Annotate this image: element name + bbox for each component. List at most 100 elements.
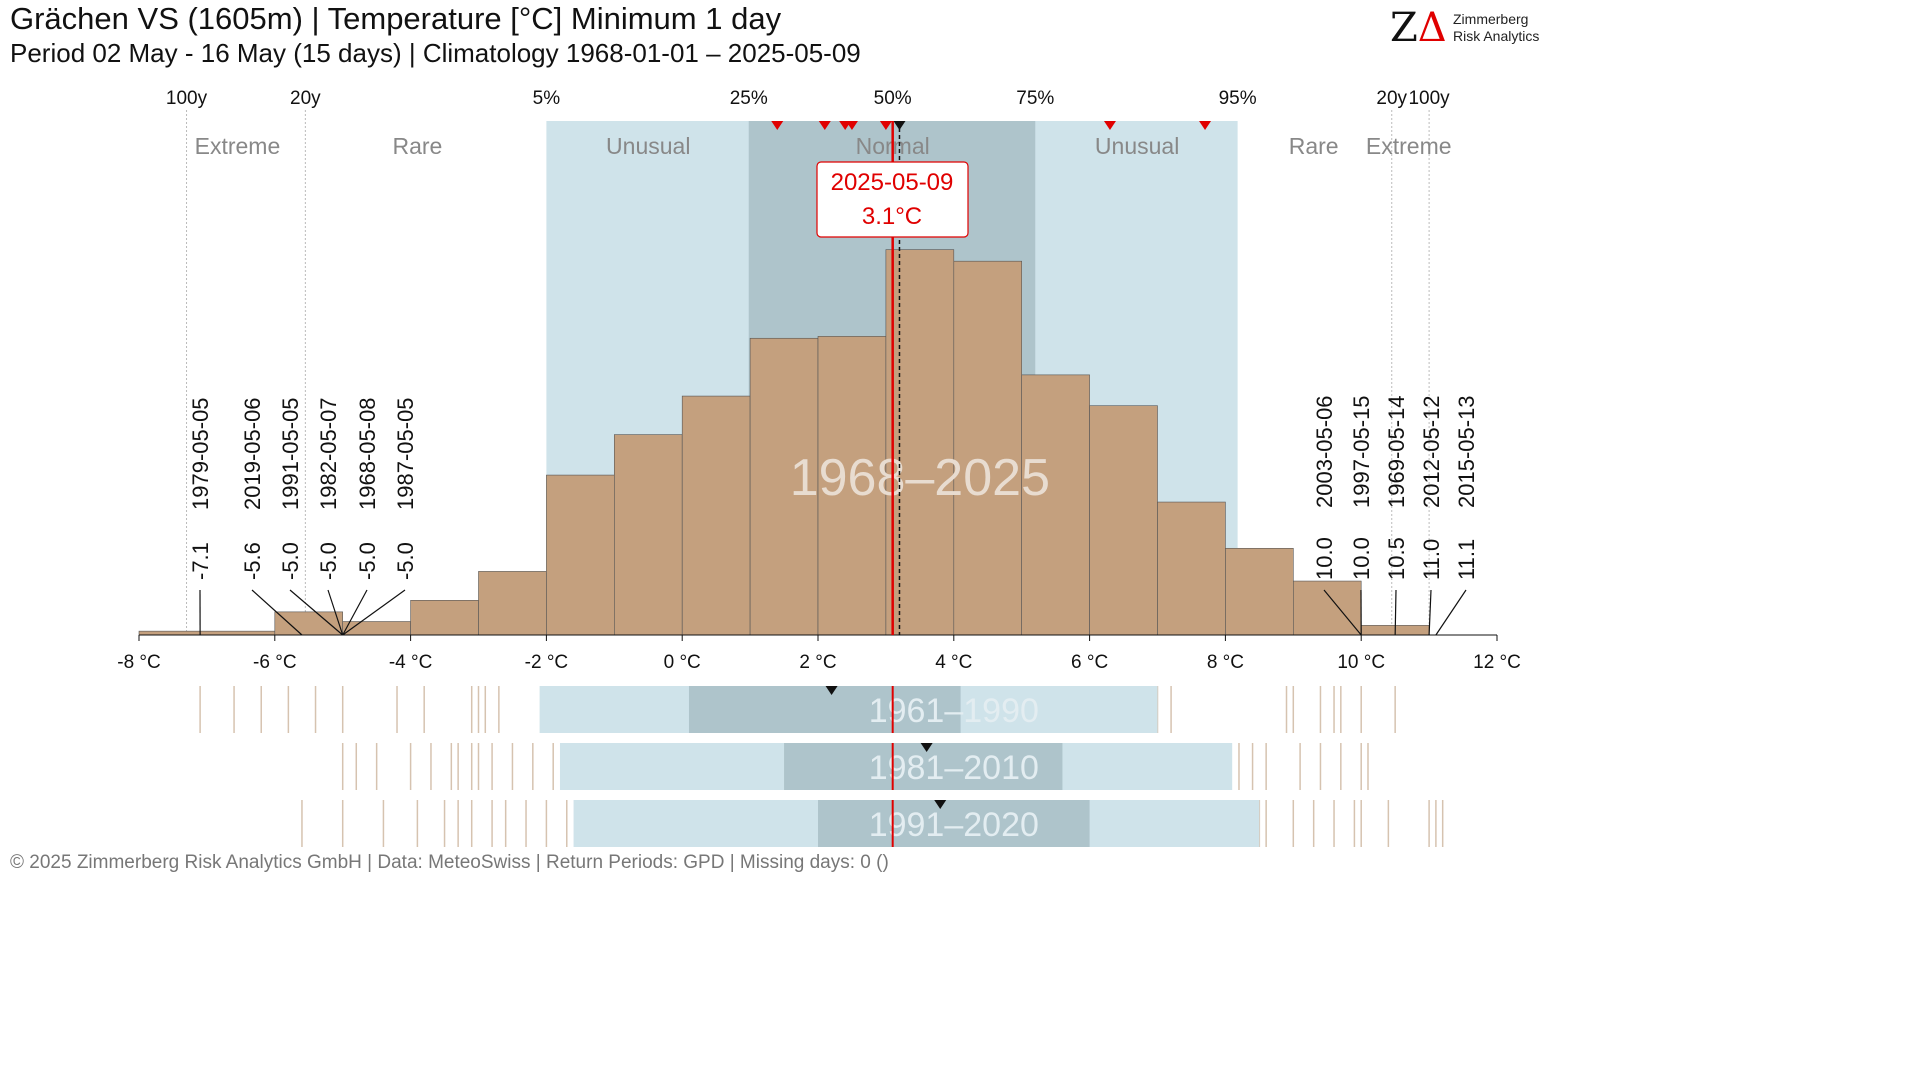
extreme-high-value: 10.5 [1384, 537, 1409, 580]
extreme-low-date: 1982-05-07 [316, 397, 341, 510]
recent-marker [845, 121, 858, 130]
zone-label: Extreme [195, 133, 281, 159]
extreme-high-value: 11.1 [1454, 539, 1479, 580]
percentile-tick-label: 20y [1376, 88, 1407, 109]
zone-label: Extreme [1366, 133, 1452, 159]
x-axis-tick-label: -6 °C [253, 652, 297, 673]
logo-text: Zimmerberg Risk Analytics [1453, 11, 1539, 45]
logo-delta: Δ [1417, 5, 1447, 51]
histogram-bar [749, 337, 819, 636]
footer-credits: © 2025 Zimmerberg Risk Analytics GmbH | … [10, 852, 889, 873]
extreme-low-date: 1991-05-05 [278, 397, 303, 510]
x-axis-tick-label: -2 °C [525, 652, 569, 673]
current-value-label: 3.1°C [862, 203, 922, 230]
recent-marker [1103, 121, 1116, 130]
x-axis-tick-label: 12 °C [1473, 652, 1521, 673]
zone-label: Unusual [606, 133, 690, 159]
extreme-high-value: 10.0 [1312, 537, 1337, 580]
histogram-bar [1225, 547, 1294, 636]
extreme-low-value: -5.0 [355, 542, 380, 580]
histogram-bar [478, 571, 547, 636]
percentile-tick-label: 100y [166, 88, 208, 109]
normal-band-25-75 [784, 743, 1063, 790]
logo-line-2: Risk Analytics [1453, 28, 1540, 44]
normal-band-25-75 [688, 686, 961, 733]
extreme-low-leader [342, 589, 406, 636]
extreme-low-leader [342, 589, 368, 636]
median-marker [893, 121, 906, 130]
logo-line-1: Zimmerberg [1453, 11, 1529, 27]
normal-median-marker [934, 800, 947, 809]
extreme-low-leader [289, 589, 344, 636]
x-axis-tick-label: 4 °C [935, 652, 972, 673]
normal-median-marker [825, 686, 838, 695]
period-watermark: 1968–2025 [790, 449, 1050, 507]
extreme-low-date: 2019-05-06 [240, 397, 265, 510]
histogram-bar [1089, 405, 1158, 636]
extreme-low-leader [251, 589, 303, 636]
recent-marker [1199, 121, 1212, 130]
percentile-tick-label: 20y [290, 88, 321, 109]
extreme-low-leader [327, 589, 344, 636]
x-axis-tick-label: -8 °C [117, 652, 161, 673]
percentile-tick-label: 25% [730, 88, 768, 109]
recent-marker [879, 121, 892, 130]
histogram-bar [1293, 580, 1362, 636]
histogram-chart: Extreme Rare Unusual Normal Unusual Rare Extre… [117, 88, 1521, 847]
logo-mark: ZΔ [1390, 6, 1447, 50]
extreme-high-value: 11.0 [1419, 539, 1444, 580]
normal-period-label: 1961–1990 [869, 692, 1039, 730]
histogram-bar [817, 336, 887, 636]
extreme-high-leader [1428, 589, 1432, 636]
logo-z: Z [1390, 5, 1418, 51]
normal-period-label: 1981–2010 [869, 749, 1039, 787]
zone-label: Unusual [1095, 133, 1179, 159]
extreme-high-date: 2003-05-06 [1312, 395, 1337, 508]
zone-label: Rare [1289, 133, 1339, 159]
histogram-bar [1021, 374, 1090, 636]
current-value-callout [816, 161, 969, 238]
extreme-high-leader [1435, 589, 1467, 636]
x-axis-tick-label: 0 °C [664, 652, 701, 673]
x-axis-tick-label: -4 °C [389, 652, 433, 673]
company-logo: ZΔ Zimmerberg Risk Analytics [1390, 6, 1550, 50]
x-axis-tick-label: 2 °C [799, 652, 836, 673]
histogram-bar [410, 600, 479, 636]
extreme-high-leader [1323, 589, 1362, 636]
extreme-high-date: 2012-05-12 [1419, 395, 1444, 508]
percentile-tick-label: 5% [533, 88, 561, 109]
recent-marker [771, 121, 784, 130]
x-axis-tick-label: 8 °C [1207, 652, 1244, 673]
extreme-high-leader [1394, 589, 1397, 636]
zone-label: Rare [392, 133, 442, 159]
extreme-low-value: -5.0 [393, 542, 418, 580]
extreme-low-value: -5.0 [316, 542, 341, 580]
extreme-low-date: 1968-05-08 [355, 397, 380, 510]
histogram-bar [274, 611, 343, 636]
chart-subtitle: Period 02 May - 16 May (15 days) | Clima… [10, 38, 861, 68]
histogram-bar [613, 434, 683, 636]
chart-title: Grächen VS (1605m) | Temperature [°C] Mi… [10, 1, 782, 36]
normal-period-label: 1991–2020 [869, 806, 1039, 844]
current-date-label: 2025-05-09 [831, 169, 954, 196]
histogram-bar [953, 260, 1022, 636]
extreme-high-value: 10.0 [1349, 537, 1374, 580]
normal-band-25-75 [818, 800, 1090, 847]
percentile-tick-label: 95% [1219, 88, 1257, 109]
percentile-tick-label: 75% [1016, 88, 1054, 109]
extreme-low-value: -7.1 [188, 542, 213, 580]
recent-marker [818, 121, 831, 130]
extreme-high-date: 1969-05-14 [1384, 395, 1409, 508]
x-axis-tick-label: 10 °C [1337, 652, 1385, 673]
extreme-high-date: 1997-05-15 [1349, 395, 1374, 508]
extreme-high-date: 2015-05-13 [1454, 395, 1479, 508]
percentile-tick-label: 100y [1408, 88, 1450, 109]
chart-page: Grächen VS (1605m) | Temperature [°C] Mi… [10, 1, 1550, 874]
histogram-bar [681, 395, 751, 636]
percentile-tick-label: 50% [874, 88, 912, 109]
normal-median-marker [920, 743, 933, 752]
extreme-low-value: -5.6 [240, 542, 265, 580]
x-axis-tick-label: 6 °C [1071, 652, 1108, 673]
extreme-low-date: 1987-05-05 [393, 397, 418, 510]
histogram-bar [546, 474, 615, 636]
